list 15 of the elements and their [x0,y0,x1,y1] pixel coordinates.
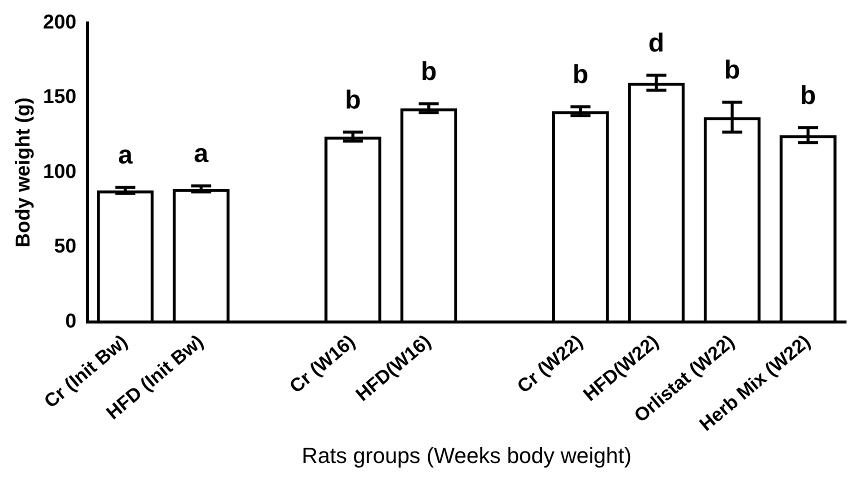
y-tick-label: 0 [65,310,76,332]
y-tick-label: 200 [42,12,76,34]
annotation: b [800,80,816,110]
x-axis-title: Rats groups (Weeks body weight) [302,442,632,468]
y-axis-title: Body weight (g) [12,97,35,248]
y-tick-label: 50 [54,236,76,258]
y-tick-label: 150 [42,86,76,108]
annotation: b [420,56,437,86]
annotation: d [648,27,664,58]
annotation: a [118,140,134,170]
annotation: a [194,138,209,168]
y-tick-label: 100 [42,160,76,183]
annotation: b [572,58,588,89]
annotation: b [344,84,361,114]
annotation: b [724,54,740,84]
